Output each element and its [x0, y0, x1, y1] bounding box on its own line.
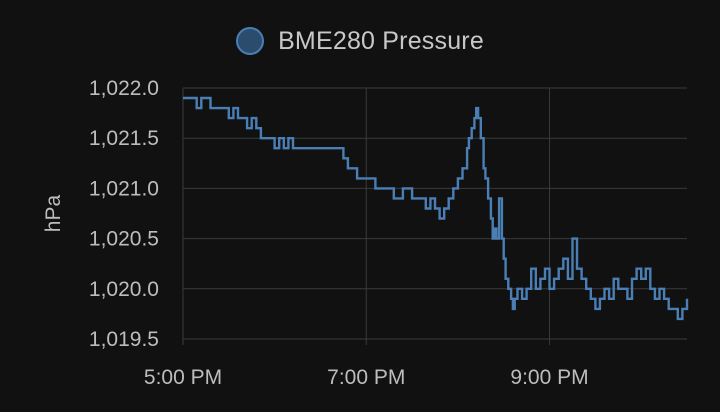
legend-swatch-icon — [236, 27, 265, 55]
x-tick-label: 5:00 PM — [144, 366, 222, 389]
chart-legend[interactable]: BME280 Pressure — [0, 22, 720, 60]
x-tick-label: 9:00 PM — [510, 366, 588, 389]
series-line-bme280-pressure — [183, 96, 689, 321]
legend-label: BME280 Pressure — [278, 26, 484, 55]
series-layer — [183, 96, 689, 321]
y-tick-label: 1,020.0 — [89, 278, 159, 301]
y-tick-label: 1,021.0 — [89, 177, 159, 200]
x-axis-tick-labels: 5:00 PM 7:00 PM 9:00 PM — [144, 366, 589, 389]
y-tick-label: 1,019.5 — [89, 328, 159, 351]
y-axis-title: hPa — [42, 195, 65, 233]
x-tick-label: 7:00 PM — [327, 366, 405, 389]
grid-lines — [182, 87, 687, 345]
y-tick-label: 1,021.5 — [89, 127, 159, 150]
y-axis-tick-labels: 1,022.0 1,021.5 1,021.0 1,020.5 1,020.0 1,019… — [89, 77, 159, 351]
y-tick-label: 1,020.5 — [89, 228, 159, 251]
y-tick-label: 1,022.0 — [89, 77, 159, 100]
